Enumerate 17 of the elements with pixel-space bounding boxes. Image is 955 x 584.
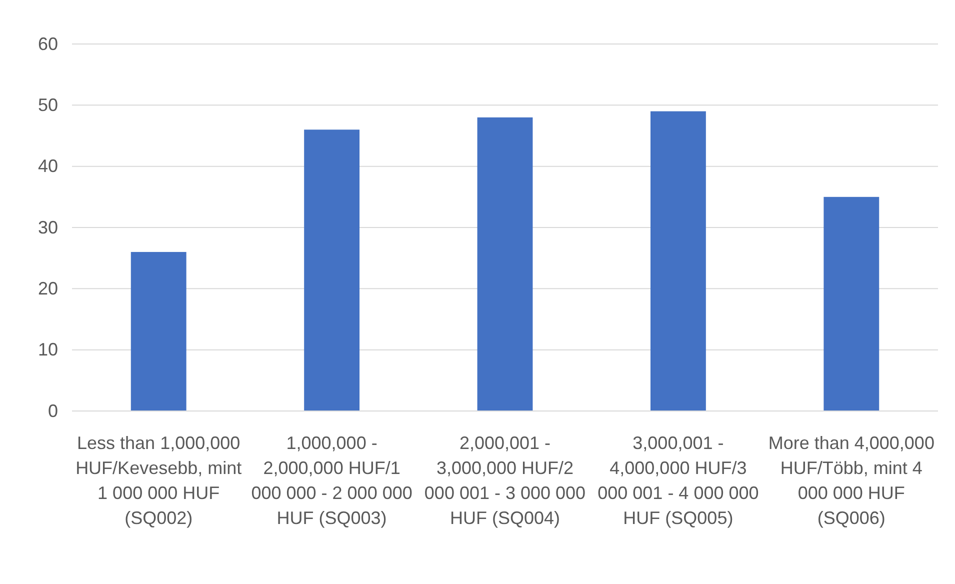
x-tick-label: 3,000,001 - 4,000,000 HUF/3 000 001 - 4 000 000 HUF (SQ005) bbox=[598, 433, 759, 528]
y-tick-label: 30 bbox=[38, 217, 58, 238]
x-tick-label: Less than 1,000,000 HUF/Kevesebb, mint 1 000 000 HUF (SQ002) bbox=[76, 433, 242, 528]
bar bbox=[304, 130, 360, 411]
x-tick-label: More than 4,000,000 HUF/Több, mint 4 000 000 HUF (SQ006) bbox=[768, 433, 934, 528]
bar bbox=[477, 117, 533, 411]
bar bbox=[130, 252, 186, 411]
y-tick-label: 60 bbox=[38, 34, 58, 54]
y-tick-label: 40 bbox=[38, 156, 58, 176]
y-tick-label: 50 bbox=[38, 94, 58, 115]
y-tick-label: 20 bbox=[38, 278, 58, 298]
y-tick-label: 0 bbox=[48, 400, 58, 421]
x-tick-label: 1,000,000 - 2,000,000 HUF/1 000 000 - 2 000 000 HUF (SQ003) bbox=[251, 433, 412, 528]
y-tick-label: 10 bbox=[38, 340, 58, 360]
bar bbox=[650, 111, 706, 411]
bar bbox=[824, 196, 880, 411]
x-tick-label: 2,000,001 - 3,000,000 HUF/2 000 001 - 3 000 000 HUF (SQ004) bbox=[424, 433, 586, 528]
